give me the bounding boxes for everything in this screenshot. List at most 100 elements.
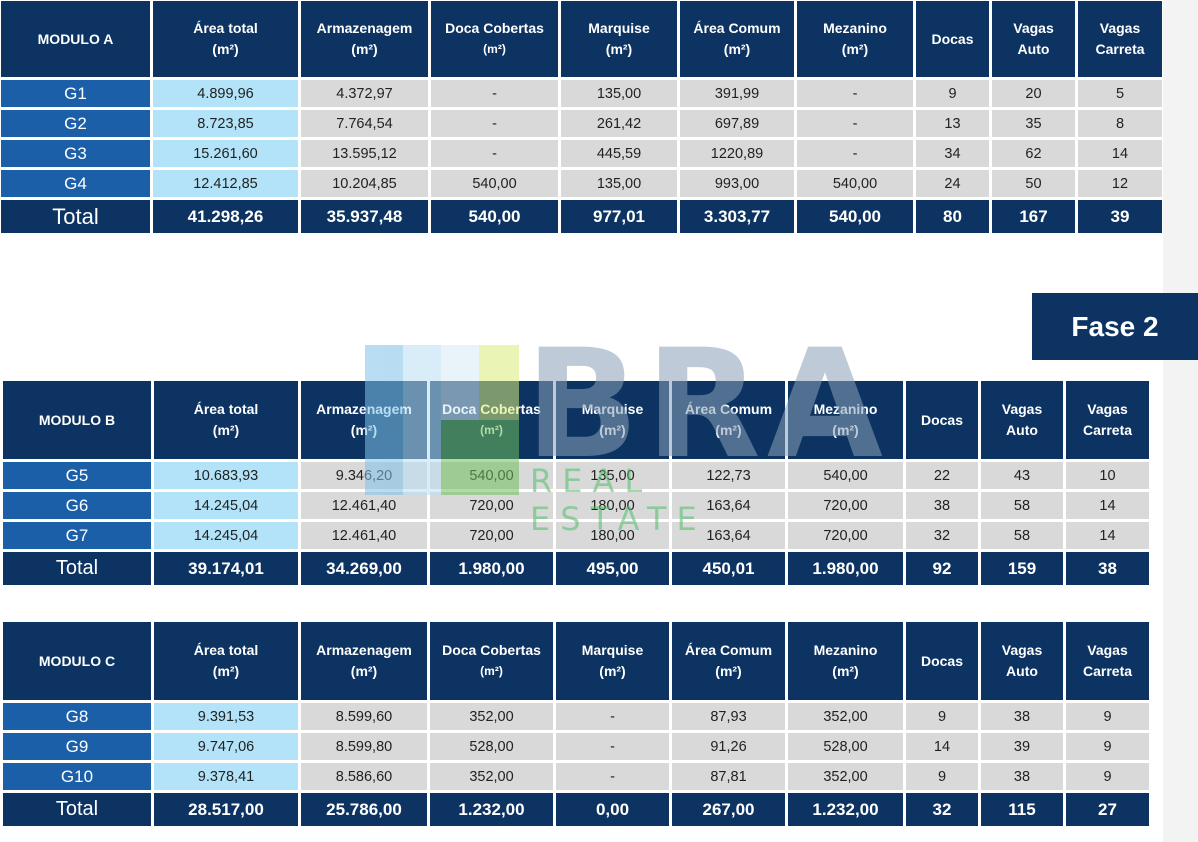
header-armazenagem: Armazenagem (m²) xyxy=(301,381,427,459)
table-row: G3 15.261,60 13.595,12 - 445,59 1220,89 … xyxy=(1,140,1162,167)
unit-name: G3 xyxy=(1,140,150,167)
total-marquise: 495,00 xyxy=(556,552,669,585)
cell-mezanino: 352,00 xyxy=(788,703,903,730)
cell-area-total: 9.391,53 xyxy=(154,703,298,730)
cell-marquise: 180,00 xyxy=(556,522,669,549)
table-row: G4 12.412,85 10.204,85 540,00 135,00 993… xyxy=(1,170,1162,197)
cell-docas: 24 xyxy=(916,170,989,197)
unit-name: G6 xyxy=(3,492,151,519)
cell-vagas-auto: 38 xyxy=(981,763,1063,790)
cell-armazenagem: 9.346,20 xyxy=(301,462,427,489)
cell-doca-cobertas: 352,00 xyxy=(430,703,553,730)
right-margin-strip xyxy=(1163,0,1198,842)
cell-vagas-carreta: 14 xyxy=(1066,522,1149,549)
header-marquise: Marquise (m²) xyxy=(561,1,677,77)
cell-mezanino: - xyxy=(797,80,913,107)
cell-mezanino: 528,00 xyxy=(788,733,903,760)
module-a-header-row: MODULO A Área total (m²) Armazenagem (m²) … xyxy=(1,1,1162,77)
cell-marquise: 135,00 xyxy=(561,80,677,107)
cell-doca-cobertas: 720,00 xyxy=(430,522,553,549)
total-doca-cobertas: 1.232,00 xyxy=(430,793,553,826)
total-area-comum: 267,00 xyxy=(672,793,785,826)
cell-area-total: 14.245,04 xyxy=(154,522,298,549)
cell-armazenagem: 8.586,60 xyxy=(301,763,427,790)
cell-area-comum: 697,89 xyxy=(680,110,794,137)
table-row: G10 9.378,41 8.586,60 352,00 - 87,81 352… xyxy=(3,763,1149,790)
unit-name: G8 xyxy=(3,703,151,730)
cell-area-comum: 391,99 xyxy=(680,80,794,107)
header-marquise: Marquise (m²) xyxy=(556,622,669,700)
total-docas: 92 xyxy=(906,552,978,585)
cell-vagas-carreta: 14 xyxy=(1066,492,1149,519)
header-vagas-auto: Vagas Auto xyxy=(981,622,1063,700)
unit-name: G2 xyxy=(1,110,150,137)
cell-mezanino: - xyxy=(797,110,913,137)
header-area-total: Área total (m²) xyxy=(154,622,298,700)
cell-area-comum: 1220,89 xyxy=(680,140,794,167)
cell-mezanino: 720,00 xyxy=(788,522,903,549)
cell-docas: 22 xyxy=(906,462,978,489)
cell-vagas-carreta: 5 xyxy=(1078,80,1162,107)
cell-marquise: 261,42 xyxy=(561,110,677,137)
unit-name: G10 xyxy=(3,763,151,790)
cell-vagas-carreta: 8 xyxy=(1078,110,1162,137)
cell-marquise: - xyxy=(556,763,669,790)
header-area-total: Área total (m²) xyxy=(153,1,298,77)
cell-marquise: 445,59 xyxy=(561,140,677,167)
total-vagas-carreta: 27 xyxy=(1066,793,1149,826)
cell-armazenagem: 12.461,40 xyxy=(301,492,427,519)
header-mezanino: Mezanino (m²) xyxy=(788,381,903,459)
header-mezanino: Mezanino (m²) xyxy=(797,1,913,77)
table-row: G2 8.723,85 7.764,54 - 261,42 697,89 - 1… xyxy=(1,110,1162,137)
cell-marquise: 135,00 xyxy=(561,170,677,197)
cell-mezanino: 540,00 xyxy=(788,462,903,489)
cell-area-comum: 163,64 xyxy=(672,492,785,519)
header-vagas-carreta: Vagas Carreta xyxy=(1066,622,1149,700)
total-label: Total xyxy=(3,552,151,585)
cell-doca-cobertas: 528,00 xyxy=(430,733,553,760)
cell-area-comum: 993,00 xyxy=(680,170,794,197)
header-area-comum: Área Comum (m²) xyxy=(680,1,794,77)
total-area-total: 28.517,00 xyxy=(154,793,298,826)
cell-docas: 13 xyxy=(916,110,989,137)
header-area-comum: Área Comum (m²) xyxy=(672,622,785,700)
cell-vagas-auto: 62 xyxy=(992,140,1075,167)
cell-marquise: 135,00 xyxy=(556,462,669,489)
cell-armazenagem: 4.372,97 xyxy=(301,80,428,107)
cell-marquise: - xyxy=(556,733,669,760)
total-armazenagem: 34.269,00 xyxy=(301,552,427,585)
cell-mezanino: 720,00 xyxy=(788,492,903,519)
cell-area-total: 14.245,04 xyxy=(154,492,298,519)
cell-doca-cobertas: - xyxy=(431,80,558,107)
total-mezanino: 1.980,00 xyxy=(788,552,903,585)
cell-docas: 9 xyxy=(906,763,978,790)
cell-docas: 9 xyxy=(906,703,978,730)
module-c-table: MODULO C Área total (m²) Armazenagem (m²) … xyxy=(0,619,1152,829)
cell-area-comum: 87,81 xyxy=(672,763,785,790)
cell-doca-cobertas: 540,00 xyxy=(430,462,553,489)
total-vagas-auto: 159 xyxy=(981,552,1063,585)
table-row: G9 9.747,06 8.599,80 528,00 - 91,26 528,… xyxy=(3,733,1149,760)
total-label: Total xyxy=(3,793,151,826)
cell-area-total: 12.412,85 xyxy=(153,170,298,197)
cell-area-total: 15.261,60 xyxy=(153,140,298,167)
header-area-comum: Área Comum (m²) xyxy=(672,381,785,459)
cell-marquise: 180,00 xyxy=(556,492,669,519)
cell-armazenagem: 13.595,12 xyxy=(301,140,428,167)
total-marquise: 0,00 xyxy=(556,793,669,826)
total-vagas-auto: 167 xyxy=(992,200,1075,233)
total-docas: 80 xyxy=(916,200,989,233)
cell-vagas-carreta: 9 xyxy=(1066,703,1149,730)
cell-docas: 38 xyxy=(906,492,978,519)
header-vagas-auto: Vagas Auto xyxy=(992,1,1075,77)
cell-area-total: 9.747,06 xyxy=(154,733,298,760)
cell-docas: 9 xyxy=(916,80,989,107)
cell-vagas-auto: 39 xyxy=(981,733,1063,760)
module-b-table: MODULO B Área total (m²) Armazenagem (m²) … xyxy=(0,378,1152,588)
total-vagas-carreta: 39 xyxy=(1078,200,1162,233)
header-armazenagem: Armazenagem (m²) xyxy=(301,622,427,700)
cell-vagas-carreta: 10 xyxy=(1066,462,1149,489)
total-vagas-carreta: 38 xyxy=(1066,552,1149,585)
cell-doca-cobertas: 720,00 xyxy=(430,492,553,519)
table-row: G6 14.245,04 12.461,40 720,00 180,00 163… xyxy=(3,492,1149,519)
